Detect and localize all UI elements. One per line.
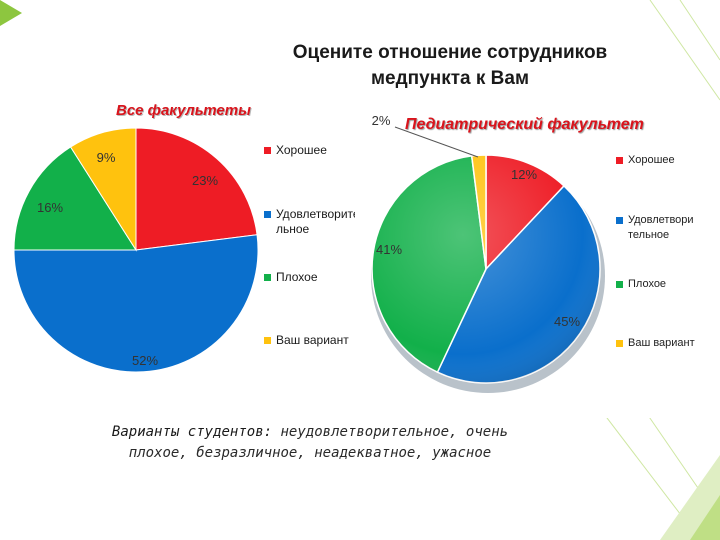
left-legend-item-good: Хорошее — [264, 143, 366, 158]
left-chart-title: Все факультеты — [116, 102, 251, 119]
note-lead: Варианты студентов: — [111, 424, 273, 440]
right-chart-title: Педиатрический факультет — [405, 116, 644, 133]
legend-label-satisfactory: Удовлетвори тельное — [628, 214, 694, 241]
green-arrow-decor — [0, 0, 22, 26]
legend-label-good: Хорошее — [628, 154, 675, 166]
legend-label-good: Хорошее — [276, 143, 327, 157]
note-line2: плохое, безразличное, неадекватное, ужас… — [128, 445, 492, 461]
legend-label-other: Ваш вариант — [628, 337, 695, 349]
right-legend-item-other: Ваш вариант — [616, 336, 720, 351]
right-legend-item-bad: Плохое — [616, 277, 720, 292]
legend-swatch-other — [616, 340, 623, 347]
slide-title-line1: Оцените отношение сотрудников — [292, 42, 608, 63]
legend-label-bad: Плохое — [628, 278, 667, 290]
legend-swatch-good — [616, 157, 623, 164]
legend-label-bad: Плохое — [276, 270, 318, 284]
right-legend-item-satisfactory: Удовлетвори тельное — [616, 213, 720, 243]
left-pie-label-other: 9% — [97, 150, 116, 165]
legend-swatch-good — [264, 147, 271, 154]
right-pie-label-other: 2% — [372, 113, 391, 128]
right-pie-chart: 12% 45% 41% 2% — [371, 113, 605, 393]
legend-swatch-satisfactory — [264, 211, 271, 218]
left-pie-label-bad: 16% — [37, 200, 63, 215]
right-legend-item-good: Хорошее — [616, 153, 720, 168]
right-pie-label-bad: 41% — [376, 242, 402, 257]
left-pie-slice-satisfactory — [13, 234, 259, 373]
legend-swatch-other — [264, 337, 271, 344]
slide-title: Оцените отношение сотрудников медпункта … — [230, 40, 670, 92]
legend-swatch-bad — [264, 274, 271, 281]
legend-swatch-bad — [616, 281, 623, 288]
left-pie-slice-other — [69, 128, 137, 252]
legend-label-other: Ваш вариант — [276, 333, 349, 347]
note-line1: неудовлетворительное, очень — [272, 424, 509, 440]
left-pie-chart: 23% 52% 16% 9% — [13, 128, 259, 373]
slide-title-line2: медпункта к Вам — [371, 68, 529, 89]
left-legend-item-other: Ваш вариант — [264, 333, 366, 348]
legend-label-satisfactory: Удовлетворите льное — [276, 207, 360, 236]
left-pie-label-satisfactory: 52% — [132, 353, 158, 368]
left-legend-item-satisfactory: Удовлетворите льное — [264, 207, 366, 237]
left-pie-slice-bad — [13, 146, 137, 251]
right-pie-leader-line — [394, 126, 479, 158]
right-pie-label-satisfactory: 45% — [554, 314, 580, 329]
right-pie-label-good: 12% — [511, 167, 537, 182]
student-variants-note: Варианты студентов: неудовлетворительное… — [40, 422, 580, 464]
left-pie-slice-good — [135, 128, 258, 251]
legend-swatch-satisfactory — [616, 217, 623, 224]
left-pie-label-good: 23% — [192, 173, 218, 188]
left-legend-item-bad: Плохое — [264, 270, 366, 285]
